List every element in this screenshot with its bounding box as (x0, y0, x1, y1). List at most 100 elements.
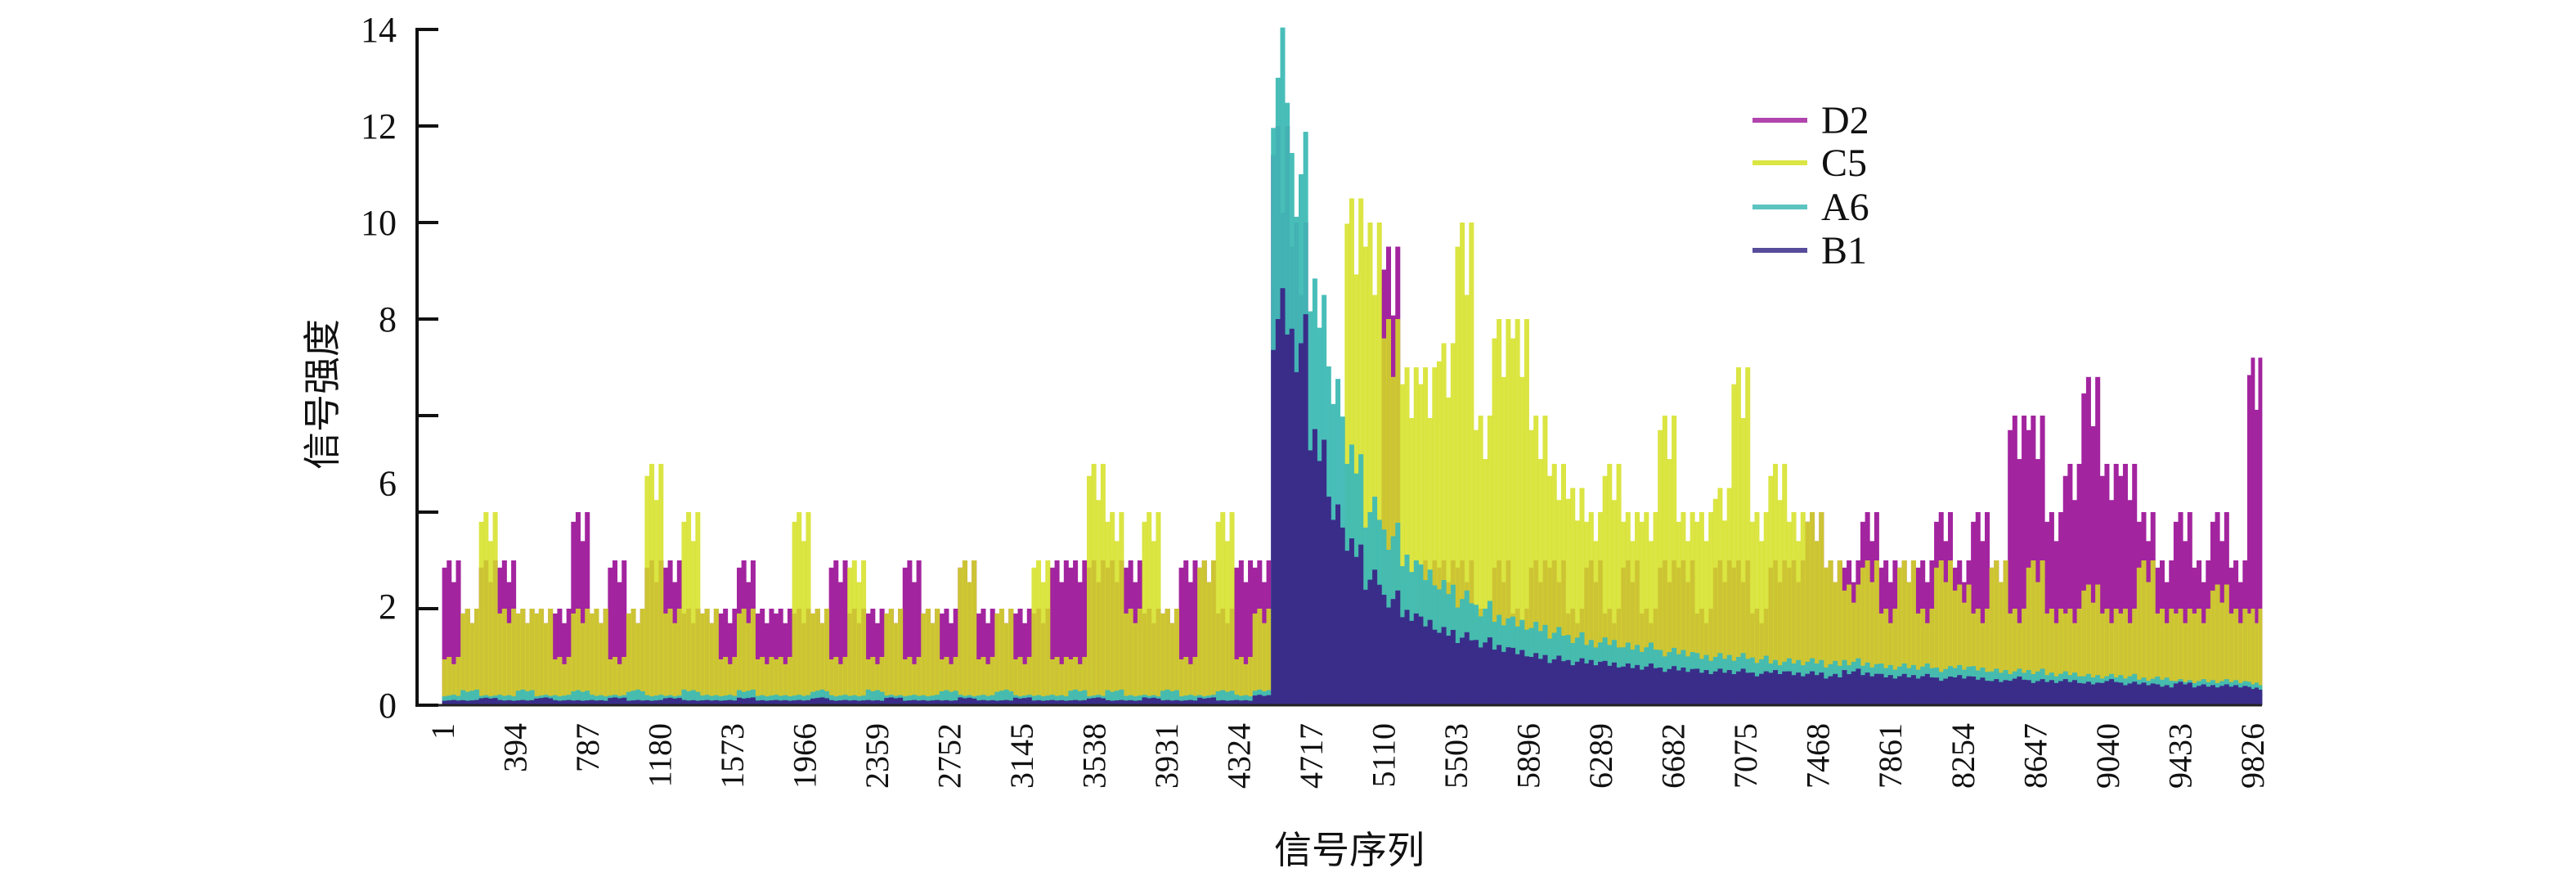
bar-c5 (1754, 512, 1760, 705)
bar-b1 (2081, 683, 2087, 705)
bar-b1 (2228, 686, 2234, 705)
bar-c5 (1169, 623, 1175, 705)
bar-b1 (1593, 665, 1599, 705)
bar-b1 (520, 699, 526, 705)
bar-c5 (1865, 560, 1870, 705)
bar-b1 (797, 699, 802, 705)
bar-b1 (1450, 629, 1456, 705)
bar-c5 (999, 609, 1005, 705)
bar-d2 (2104, 464, 2110, 705)
bar-b1 (1464, 632, 1470, 705)
bar-b1 (1312, 429, 1317, 705)
bar-c5 (2031, 560, 2036, 705)
bar-c5 (1114, 541, 1120, 705)
bar-c5 (1810, 512, 1815, 705)
bar-b1 (1975, 679, 1981, 705)
bar-c5 (810, 613, 816, 705)
bar-c5 (1805, 521, 1811, 705)
bar-c5 (898, 609, 904, 705)
bar-c5 (1133, 623, 1138, 705)
bar-b1 (1271, 349, 1277, 705)
bar-b1 (557, 700, 563, 705)
bar-b1 (469, 700, 475, 705)
bar-c5 (769, 657, 774, 705)
bar-b1 (699, 700, 705, 705)
bar-c5 (1565, 498, 1571, 705)
bar-c5 (1791, 512, 1797, 705)
bar-b1 (1187, 699, 1193, 705)
bar-b1 (1639, 669, 1645, 705)
bar-b1 (2090, 684, 2096, 705)
bar-b1 (737, 697, 743, 705)
bar-c5 (1878, 613, 1884, 705)
bar-b1 (562, 700, 568, 705)
bar-c5 (2178, 609, 2183, 705)
bar-c5 (888, 609, 894, 705)
bar-b1 (2040, 679, 2045, 705)
bar-c5 (2067, 609, 2073, 705)
bar-b1 (1413, 613, 1419, 705)
bar-c5 (1869, 582, 1875, 705)
bar-b1 (769, 700, 774, 705)
bar-c5 (580, 623, 586, 705)
bar-c5 (1091, 464, 1097, 705)
x-tick-label: 9040 (2089, 723, 2126, 789)
bar-c5 (1883, 609, 1889, 705)
bar-c5 (1712, 498, 1718, 705)
bar-b1 (837, 700, 843, 705)
bar-b1 (1423, 626, 1429, 705)
bar-c5 (447, 657, 452, 705)
bar-c5 (1910, 560, 1916, 705)
x-tick-label: 9826 (2234, 723, 2271, 789)
bar-a6 (585, 690, 590, 705)
bar-d2 (2109, 500, 2115, 705)
bar-c5 (1404, 367, 1410, 705)
bar-b1 (1510, 647, 1516, 705)
bar-b1 (548, 698, 554, 705)
bar-b1 (2026, 680, 2031, 705)
bar-d2 (1054, 560, 1060, 705)
bar-b1 (2173, 683, 2179, 705)
bar-b1 (2095, 682, 2101, 705)
bar-c5 (1487, 416, 1492, 705)
bar-b1 (1257, 695, 1263, 705)
bar-b1 (1998, 681, 2004, 705)
bar-b1 (483, 697, 489, 705)
legend-label: D2 (1821, 99, 1869, 142)
x-tick-label: 1573 (714, 723, 751, 789)
bar-c5 (1681, 512, 1686, 705)
bar-c5 (1874, 560, 1879, 705)
bar-b1 (2022, 679, 2027, 705)
bar-b1 (524, 700, 531, 705)
bar-c5 (1211, 560, 1217, 705)
bar-b1 (972, 698, 977, 705)
bar-a6 (524, 691, 531, 705)
bar-b1 (760, 699, 765, 705)
bar-b1 (990, 699, 995, 705)
bar-b1 (1560, 661, 1566, 705)
bar-b1 (704, 699, 710, 705)
bar-b1 (1989, 681, 1995, 705)
bar-c5 (819, 623, 825, 705)
bar-a6 (1082, 690, 1088, 705)
x-tick-label: 4717 (1293, 723, 1330, 789)
bar-c5 (2104, 609, 2110, 705)
bar-d2 (1238, 560, 1244, 705)
bar-b1 (585, 700, 590, 705)
bar-b1 (1672, 666, 1677, 705)
bar-c5 (1653, 512, 1658, 705)
bar-c5 (935, 609, 940, 705)
bar-c5 (837, 663, 843, 705)
bar-a6 (865, 689, 871, 705)
bar-c5 (1901, 560, 1907, 705)
bar-a6 (1077, 691, 1083, 705)
bar-c5 (658, 464, 664, 705)
bar-c5 (478, 521, 484, 705)
bar-c5 (442, 659, 447, 705)
bar-b1 (1492, 650, 1497, 705)
y-tick-label: 12 (361, 106, 397, 146)
bar-b1 (1266, 695, 1272, 705)
bar-b1 (447, 700, 452, 705)
x-tick-label: 5503 (1438, 723, 1474, 789)
bar-c5 (1616, 464, 1622, 705)
